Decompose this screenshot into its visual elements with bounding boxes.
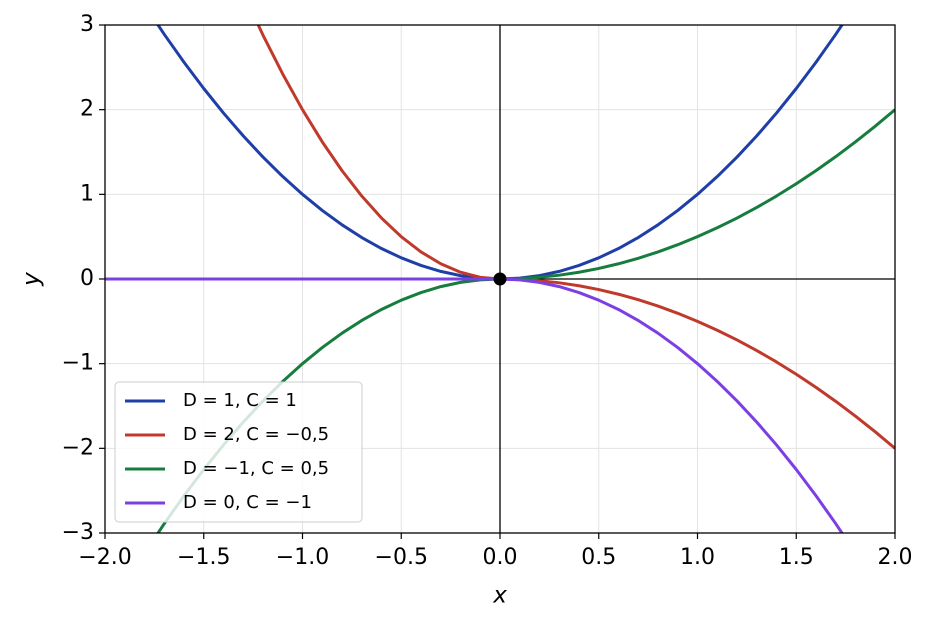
y-tick-label: 1 [80, 181, 94, 206]
x-tick-label: 0.5 [581, 545, 616, 570]
y-tick-label: −2 [62, 435, 94, 460]
x-tick-label: 2.0 [878, 545, 913, 570]
y-axis-label: y [19, 272, 45, 287]
y-tick-label: 0 [80, 266, 94, 291]
legend-label: D = −1, C = 0,5 [183, 458, 329, 479]
x-tick-label: −2.0 [78, 545, 131, 570]
x-tick-label: −1.5 [177, 545, 230, 570]
legend-label: D = 2, C = −0,5 [183, 424, 329, 445]
y-tick-label: −3 [62, 520, 94, 545]
x-axis-label: x [492, 583, 507, 609]
x-tick-label: −0.5 [375, 545, 428, 570]
x-tick-label: 1.0 [680, 545, 715, 570]
y-tick-label: 3 [80, 12, 94, 37]
y-tick-label: 2 [80, 97, 94, 122]
point-marker [493, 272, 507, 286]
x-tick-label: 0.0 [483, 545, 518, 570]
legend-label: D = 0, C = −1 [183, 492, 312, 513]
x-tick-label: 1.5 [779, 545, 814, 570]
legend-box [114, 381, 363, 523]
y-tick-label: −1 [62, 351, 94, 376]
frame [104, 24, 896, 534]
legend-label: D = 1, C = 1 [183, 390, 297, 411]
x-tick-label: −1.0 [276, 545, 329, 570]
